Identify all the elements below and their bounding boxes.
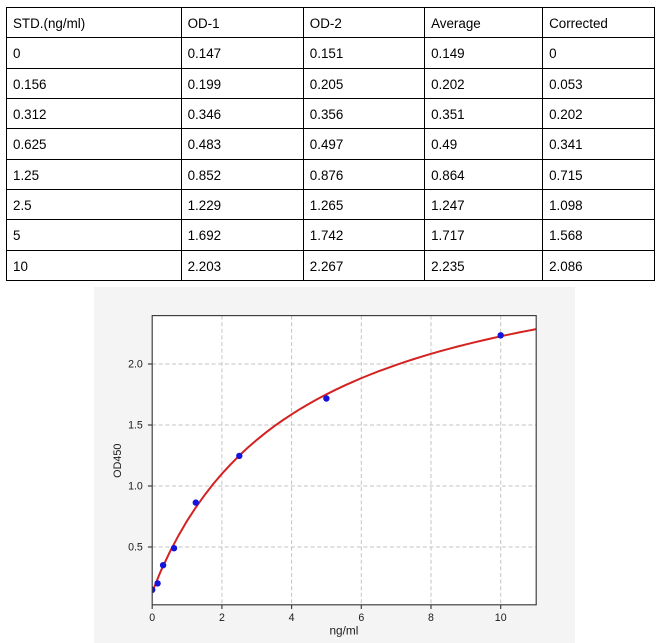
svg-text:OD450: OD450: [111, 443, 123, 477]
svg-text:0: 0: [149, 612, 155, 624]
svg-text:8: 8: [428, 612, 434, 624]
svg-text:2: 2: [218, 612, 224, 624]
svg-text:1.5: 1.5: [128, 419, 143, 431]
svg-text:4: 4: [288, 612, 294, 624]
svg-text:1.0: 1.0: [128, 480, 143, 492]
svg-text:6: 6: [358, 612, 364, 624]
svg-text:ng/ml: ng/ml: [329, 623, 358, 637]
svg-text:10: 10: [494, 612, 506, 624]
svg-text:0.5: 0.5: [128, 541, 143, 553]
svg-text:2.0: 2.0: [128, 358, 143, 370]
